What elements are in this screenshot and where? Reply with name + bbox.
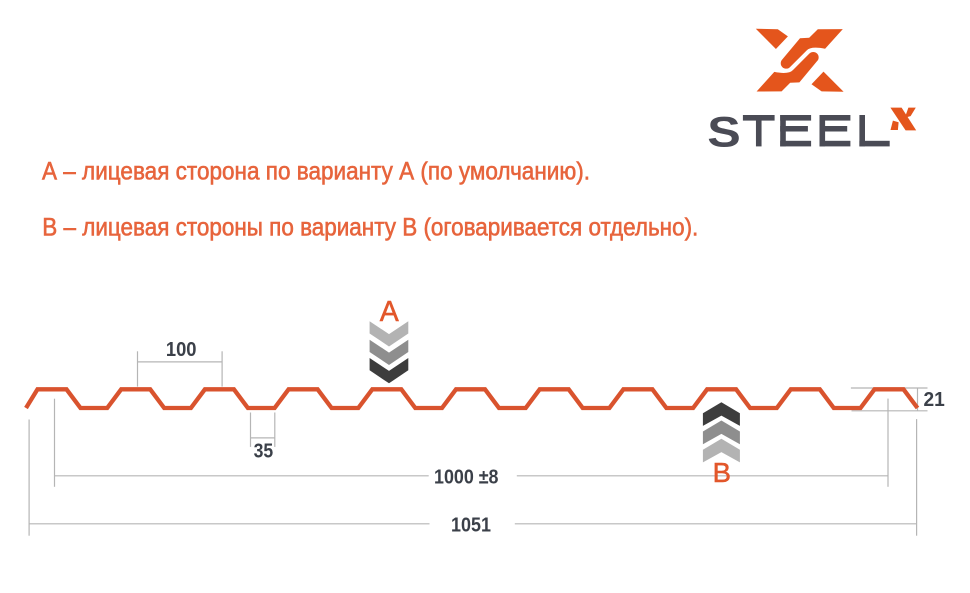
svg-text:100: 100 (166, 339, 197, 361)
svg-text:В – лицевая стороны по вариант: В – лицевая стороны по варианту В (огова… (42, 214, 698, 242)
svg-text:В: В (713, 457, 731, 488)
svg-text:1000 ±8: 1000 ±8 (434, 467, 499, 489)
svg-text:S: S (707, 108, 741, 156)
svg-text:21: 21 (924, 389, 945, 411)
svg-text:А – лицевая сторона по вариант: А – лицевая сторона по варианту А (по ум… (42, 158, 590, 186)
svg-text:1051: 1051 (451, 515, 491, 537)
svg-text:35: 35 (254, 441, 274, 463)
svg-text:A: A (380, 296, 399, 328)
